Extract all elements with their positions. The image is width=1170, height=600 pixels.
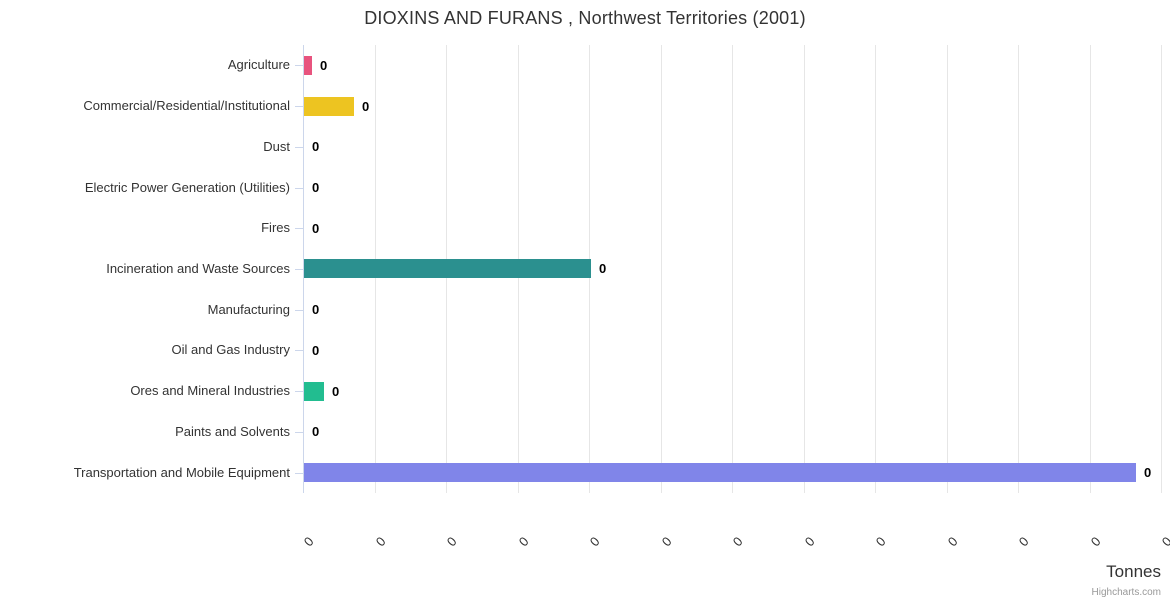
category-tick-mark [295,146,303,148]
bar-value-label: 0 [312,424,320,440]
gridline [661,45,662,493]
bar-row: 0 [304,330,1162,371]
x-tick-label: 0 [443,533,460,550]
x-tick-label: 0 [872,533,889,550]
bar-row: 0 [304,126,1162,167]
bar-value-label: 0 [312,220,320,236]
x-tick-label: 0 [729,533,746,550]
category-tick-mark [295,228,303,230]
x-tick-label: 0 [300,533,317,550]
bar-ores-and-mineral-industries[interactable] [304,381,324,401]
bar-value-label: 0 [312,302,320,318]
gridline [875,45,876,493]
category-tick-mark [295,309,303,311]
category-label: Fires [261,220,290,236]
bar-row: 0 [304,371,1162,412]
bar-transportation-and-mobile-equipment[interactable] [304,463,1136,483]
category-tick-mark [295,187,303,189]
x-tick-label: 0 [515,533,532,550]
gridline [732,45,733,493]
gridline [1018,45,1019,493]
bar-value-label: 0 [332,383,340,399]
bar-row: 0 [304,249,1162,290]
bar-value-label: 0 [362,98,370,114]
bar-incineration-and-waste-sources[interactable] [304,259,591,279]
bar-row: 0 [304,86,1162,127]
bar-row: 0 [304,412,1162,453]
category-tick-mark [295,65,303,67]
bar-value-label: 0 [1144,465,1152,481]
category-label: Manufacturing [207,301,290,317]
bar-value-label: 0 [312,139,320,155]
category-label: Oil and Gas Industry [171,342,291,358]
bar-row: 0 [304,167,1162,208]
x-tick-label: 0 [1087,533,1104,550]
x-tick-label: 0 [586,533,603,550]
category-label: Electric Power Generation (Utilities) [84,179,290,195]
gridline [1090,45,1091,493]
bar-value-label: 0 [312,180,320,196]
gridline [947,45,948,493]
category-label: Transportation and Mobile Equipment [73,464,290,480]
category-label: Commercial/Residential/Institutional [83,98,290,114]
category-tick-mark [295,269,303,270]
x-axis-title: Tonnes [1106,562,1161,581]
bar-row: 0 [304,289,1162,330]
category-tick-mark [295,106,303,108]
bar-row: 0 [304,45,1162,86]
bar-agriculture[interactable] [304,55,312,75]
highcharts-credit-link[interactable]: Highcharts.com [1091,587,1161,598]
gridline [1161,45,1162,493]
bar-value-label: 0 [320,57,328,73]
bar-row: 0 [304,452,1162,493]
gridline [804,45,805,493]
x-tick-label: 0 [372,533,389,550]
category-tick-mark [295,391,303,393]
bar-value-label: 0 [312,342,320,358]
x-tick-label: 0 [1158,533,1170,550]
category-label: Agriculture [227,57,290,73]
x-tick-label: 0 [944,533,961,550]
category-tick-mark [295,350,303,352]
x-tick-label: 0 [658,533,675,550]
category-tick-mark [295,472,303,474]
x-tick-label: 0 [1015,533,1032,550]
category-label: Ores and Mineral Industries [130,383,290,399]
category-label: Incineration and Waste Sources [106,261,290,276]
x-tick-label: 0 [801,533,818,550]
bar-commercial-residential-institutional[interactable] [304,96,354,116]
plot-area: 0 0 0 0 0 0 0 0 0 0 0 [303,45,1162,493]
category-label: Paints and Solvents [175,423,290,439]
bar-value-label: 0 [599,261,607,277]
bar-row: 0 [304,208,1162,249]
category-label: Dust [263,138,290,154]
category-tick-mark [295,431,303,433]
chart-title: DIOXINS AND FURANS , Northwest Territori… [364,8,806,28]
